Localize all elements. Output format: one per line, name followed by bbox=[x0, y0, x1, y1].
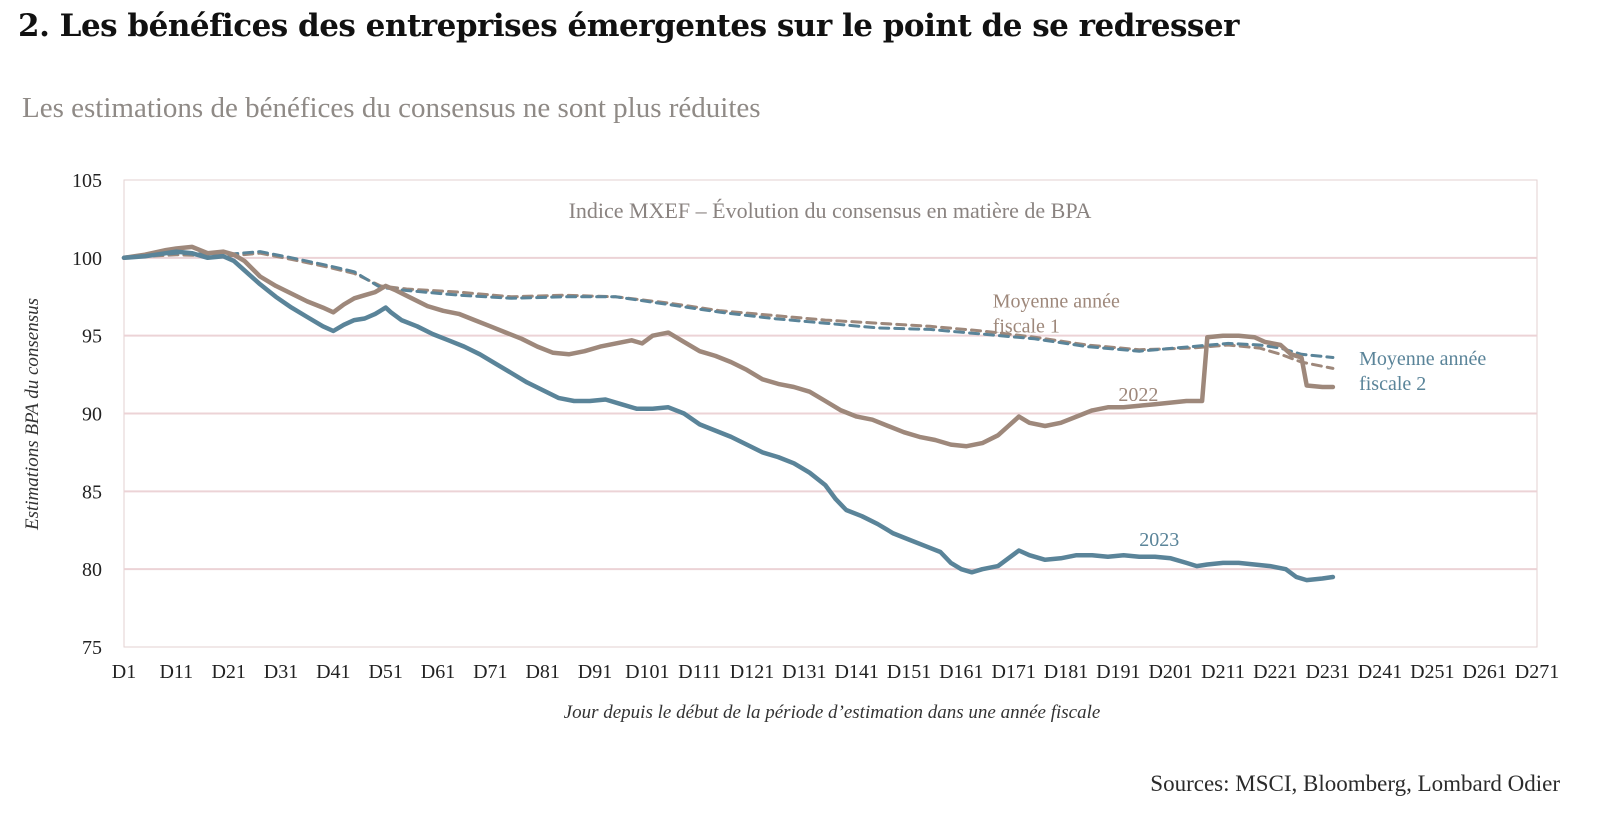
x-tick-label: D131 bbox=[782, 661, 826, 683]
page-title: 2. Les bénéfices des entreprises émergen… bbox=[18, 8, 1239, 44]
x-tick-label: D11 bbox=[159, 661, 193, 683]
annotation-label: fiscale 1 bbox=[993, 316, 1060, 338]
y-tick-label: 105 bbox=[72, 170, 102, 192]
chart-title: Indice MXEF – Évolution du consensus en … bbox=[569, 198, 1092, 223]
annotation-label: 2023 bbox=[1139, 529, 1179, 551]
x-tick-label: D221 bbox=[1253, 661, 1297, 683]
series-lines bbox=[121, 244, 1336, 583]
x-tick-label: D241 bbox=[1358, 661, 1402, 683]
x-tick-label: D201 bbox=[1148, 661, 1192, 683]
source-note: Sources: MSCI, Bloomberg, Lombard Odier bbox=[1150, 771, 1560, 796]
x-tick-label: D181 bbox=[1044, 661, 1088, 683]
annotation-label: Moyenne année bbox=[1359, 348, 1486, 370]
y-tick-label: 100 bbox=[72, 248, 102, 270]
x-tick-label: D121 bbox=[730, 661, 774, 683]
x-tick-labels: D1 D11 D21 D31 D41 D51 D61 D71 D81 D91 D101 D111 D12… bbox=[112, 661, 1559, 683]
y-tick-label: 90 bbox=[82, 404, 102, 426]
x-tick-label: D31 bbox=[264, 661, 298, 683]
x-tick-label: D161 bbox=[939, 661, 983, 683]
x-tick-label: D191 bbox=[1096, 661, 1140, 683]
series-line-2022 bbox=[121, 244, 1336, 449]
y-axis-label: Estimations BPA du consensus bbox=[22, 298, 43, 531]
x-tick-label: D51 bbox=[368, 661, 402, 683]
y-tick-labels: 75 80 85 90 95 100 105 bbox=[72, 170, 102, 659]
x-tick-label: D41 bbox=[316, 661, 350, 683]
x-tick-label: D251 bbox=[1410, 661, 1454, 683]
page-subtitle: Les estimations de bénéfices du consensu… bbox=[22, 92, 761, 124]
x-tick-label: D151 bbox=[887, 661, 931, 683]
series-line-moyenne-ann-e-fiscale-2 bbox=[122, 250, 1335, 359]
x-tick-label: D61 bbox=[421, 661, 455, 683]
x-tick-label: D91 bbox=[578, 661, 612, 683]
y-tick-label: 95 bbox=[82, 326, 102, 348]
x-tick-label: D271 bbox=[1515, 661, 1559, 683]
x-tick-label: D71 bbox=[473, 661, 507, 683]
series-line-2023 bbox=[121, 249, 1336, 583]
x-tick-label: D1 bbox=[112, 661, 136, 683]
chart-annotations: Moyenne année fiscale 1 Moyenne année fisca… bbox=[993, 291, 1487, 551]
x-tick-label: D81 bbox=[525, 661, 559, 683]
x-tick-label: D111 bbox=[678, 661, 721, 683]
annotation-label: fiscale 2 bbox=[1359, 373, 1426, 395]
eps-consensus-chart: 75 80 85 90 95 100 105 D1 D11 D21 D31 D41 D51 D61 D71… bbox=[22, 170, 1559, 723]
y-tick-label: 75 bbox=[82, 637, 102, 659]
x-tick-label: D261 bbox=[1462, 661, 1506, 683]
x-tick-label: D211 bbox=[1201, 661, 1245, 683]
y-tick-label: 80 bbox=[82, 559, 102, 581]
x-tick-label: D171 bbox=[991, 661, 1035, 683]
x-tick-label: D101 bbox=[625, 661, 669, 683]
x-axis-label: Jour depuis le début de la période d’est… bbox=[564, 702, 1101, 723]
x-tick-label: D21 bbox=[211, 661, 245, 683]
y-tick-label: 85 bbox=[82, 481, 102, 503]
x-tick-label: D231 bbox=[1305, 661, 1349, 683]
gridlines bbox=[124, 256, 1537, 571]
annotation-label: 2022 bbox=[1118, 384, 1158, 406]
annotation-label: Moyenne année bbox=[993, 291, 1120, 313]
x-tick-label: D141 bbox=[834, 661, 878, 683]
